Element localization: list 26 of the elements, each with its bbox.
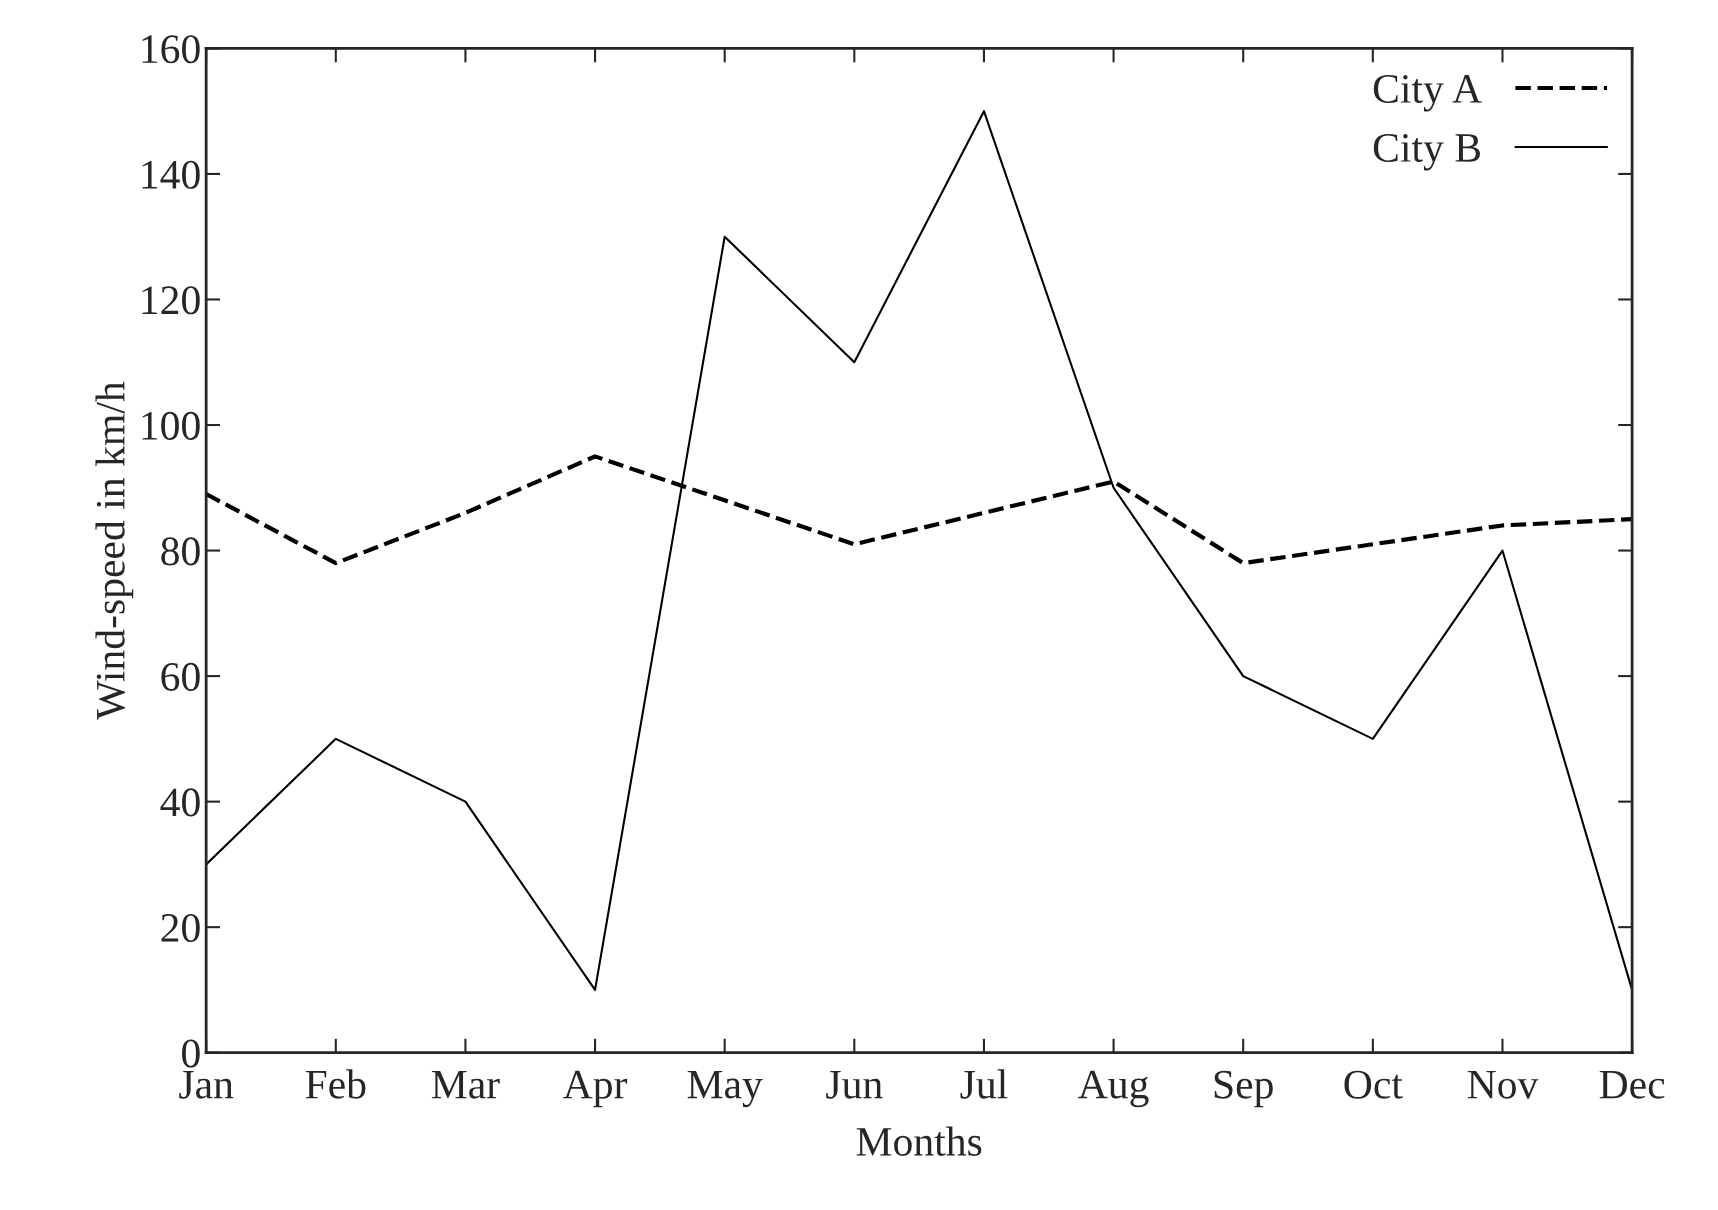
line-series [206, 110, 1633, 991]
y-tick-label: 20 [161, 913, 200, 943]
x-tick-label: Jan [179, 1070, 234, 1099]
y-tick-label: 80 [161, 537, 200, 566]
x-tick-label: Dec [1599, 1070, 1665, 1099]
x-tick-label: Apr [563, 1070, 628, 1108]
x-axis-title: Months [856, 1126, 982, 1156]
y-tick-label: 140 [142, 160, 200, 189]
x-tick-label: Feb [305, 1069, 366, 1099]
x-tick-label: Mar [431, 1070, 500, 1099]
y-axis-title: Wind-speed in km/h [95, 381, 134, 720]
x-tick-label: Sep [1214, 1070, 1273, 1108]
x-tick-label: May [687, 1070, 763, 1108]
legend-label: City A [1373, 74, 1482, 112]
x-tick-label: Oct [1344, 1070, 1403, 1099]
x-tick-label: Jun [826, 1070, 883, 1099]
y-tick-label: 120 [142, 286, 200, 315]
x-tick-label: Jul [960, 1069, 1008, 1099]
y-tick-label: 0 [182, 1039, 200, 1068]
legend-label: City B [1373, 133, 1481, 171]
y-tick-label: 100 [142, 411, 200, 440]
x-tick-label: Nov [1467, 1070, 1539, 1099]
x-tick-label: Aug [1078, 1070, 1149, 1108]
y-tick-label: 60 [161, 662, 200, 691]
y-tick-label: 40 [160, 788, 200, 817]
y-tick-label: 160 [142, 35, 200, 64]
